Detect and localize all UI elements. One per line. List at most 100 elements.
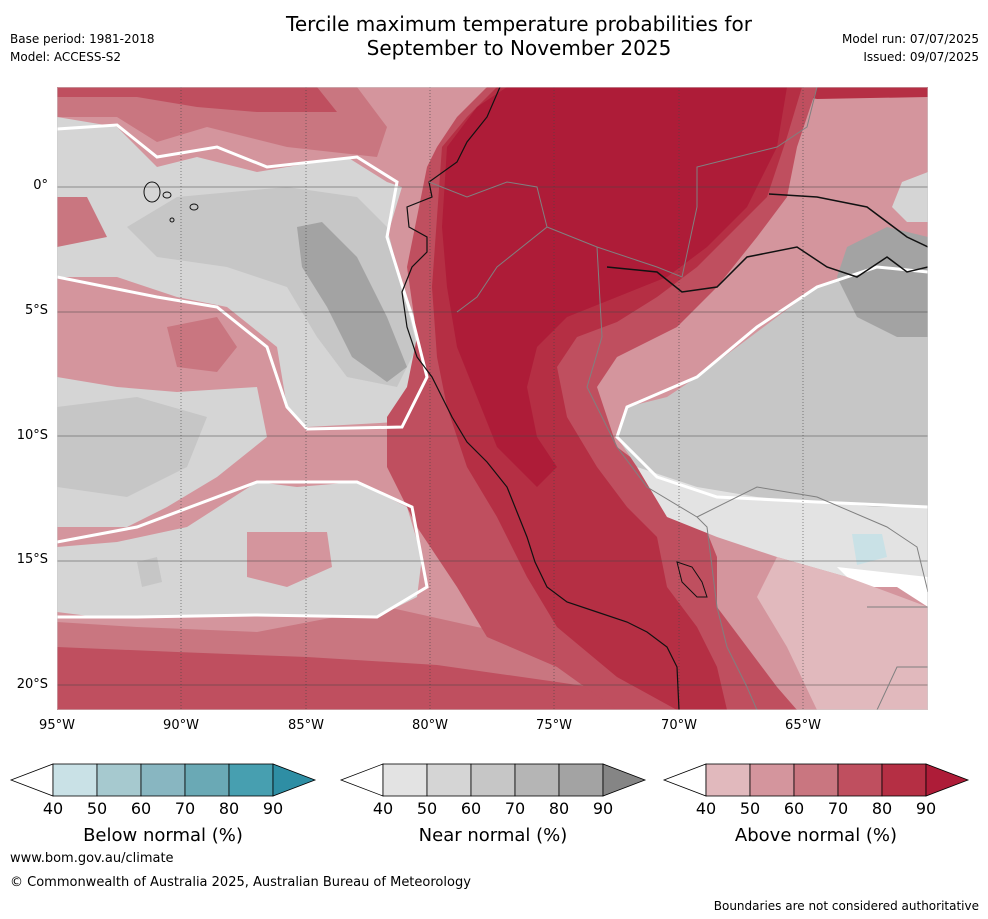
southeast-pale-pink xyxy=(757,557,928,710)
colorbar-near: 40 50 60 70 80 90 Near normal (%) xyxy=(338,762,648,852)
above-swatch-5 xyxy=(881,763,927,797)
island-isabela xyxy=(143,181,161,203)
below-normal-patch xyxy=(852,534,887,565)
boundary-east xyxy=(615,265,929,509)
lon-label-65w: 65°W xyxy=(785,718,821,733)
issued-date: Issued: 09/07/2025 xyxy=(863,50,979,64)
probability-map xyxy=(56,86,929,711)
near-swatch-1 xyxy=(382,763,428,797)
lon-label-75w: 75°W xyxy=(536,718,572,733)
above-swatch-4 xyxy=(837,763,883,797)
colorbar-below-tick-80: 80 xyxy=(218,799,240,818)
lon-label-90w: 90°W xyxy=(163,718,199,733)
colorbar-below-svg xyxy=(9,763,317,797)
above-swatch-1 xyxy=(705,763,751,797)
galapagos-islands xyxy=(143,181,199,223)
colorbar-above-tick-90: 90 xyxy=(915,799,937,818)
model-run: Model run: 07/07/2025 xyxy=(841,32,979,46)
near-normal-east-80 xyxy=(837,227,928,337)
colorbar-near-tick-40: 40 xyxy=(372,799,394,818)
northwest-band-70 xyxy=(57,87,337,112)
base-period: Base period: 1981-2018 xyxy=(10,32,155,46)
lon-label-70w: 70°W xyxy=(661,718,697,733)
colorbar-above: 40 50 60 70 80 90 Above normal (%) xyxy=(661,762,971,852)
country-borders xyxy=(428,86,929,711)
colorbar-above-label: Above normal (%) xyxy=(734,825,898,846)
island-san-cristobal xyxy=(189,203,199,211)
website-link[interactable]: www.bom.gov.au/climate xyxy=(10,851,174,866)
red-patch-west xyxy=(167,317,237,372)
near-normal-east-60 xyxy=(617,267,928,537)
amazon-river xyxy=(606,193,929,293)
pink-patch-south xyxy=(247,532,332,587)
colorbar-above-svg xyxy=(662,763,970,797)
below-swatch-2 xyxy=(96,763,142,797)
below-swatch-4 xyxy=(184,763,230,797)
colorbar-near-tick-50: 50 xyxy=(416,799,438,818)
colorbar-above-tick-40: 40 xyxy=(695,799,717,818)
above-extend-low xyxy=(662,763,707,797)
below-swatch-5 xyxy=(228,763,274,797)
above-extend-high xyxy=(925,763,970,797)
lon-label-85w: 85°W xyxy=(288,718,324,733)
colorbar-below-tick-50: 50 xyxy=(86,799,108,818)
above-swatch-3 xyxy=(793,763,839,797)
lon-label-95w: 95°W xyxy=(39,718,75,733)
colorbar-above-tick-60: 60 xyxy=(783,799,805,818)
colorbar-above-tick-70: 70 xyxy=(827,799,849,818)
colorbar-above-tick-50: 50 xyxy=(739,799,761,818)
near-extend-low xyxy=(339,763,384,797)
lat-label-20s: 20°S xyxy=(16,677,48,692)
lake-titicaca xyxy=(676,561,708,598)
colorbar-near-tick-70: 70 xyxy=(504,799,526,818)
lat-label-15s: 15°S xyxy=(16,552,48,567)
colorbar-below-tick-70: 70 xyxy=(174,799,196,818)
boundary-west xyxy=(56,123,429,431)
top-band xyxy=(57,87,928,99)
title-line-2: September to November 2025 xyxy=(366,36,672,60)
near-swatch-4 xyxy=(514,763,560,797)
below-swatch-1 xyxy=(52,763,98,797)
boundary-south xyxy=(56,480,429,619)
island-santa-cruz xyxy=(162,191,172,199)
grey-patch-south xyxy=(137,557,162,587)
white-patch-east xyxy=(837,567,928,607)
near-swatch-3 xyxy=(470,763,516,797)
map-svg xyxy=(56,86,929,711)
colorbar-near-tick-90: 90 xyxy=(592,799,614,818)
below-swatch-3 xyxy=(140,763,186,797)
colorbar-near-label: Near normal (%) xyxy=(418,825,568,846)
coastline xyxy=(401,86,680,711)
colorbar-near-svg xyxy=(339,763,647,797)
lat-label-10s: 10°S xyxy=(16,428,48,443)
red-patch-northwest xyxy=(57,197,107,247)
colorbar-below-tick-40: 40 xyxy=(42,799,64,818)
chart-title: Tercile maximum temperature probabilitie… xyxy=(0,12,988,60)
colorbar-below-tick-60: 60 xyxy=(130,799,152,818)
below-extend-high xyxy=(272,763,317,797)
title-line-1: Tercile maximum temperature probabilitie… xyxy=(286,12,752,36)
colorbar-below-label: Below normal (%) xyxy=(83,825,243,846)
above-swatch-2 xyxy=(749,763,795,797)
near-normal-west-80 xyxy=(297,222,407,382)
disclaimer: Boundaries are not considered authoritat… xyxy=(713,899,979,913)
lat-label-5s: 5°S xyxy=(24,303,48,318)
lat-label-0: 0° xyxy=(33,178,48,193)
below-extend-low xyxy=(9,763,54,797)
colorbar-below: 40 50 60 70 80 90 Below normal (%) xyxy=(8,762,318,852)
south-band-70 xyxy=(57,647,707,710)
meta-right: Model run: 07/07/2025 Issued: 09/07/2025 xyxy=(842,30,979,66)
colorbar-below-tick-90: 90 xyxy=(262,799,284,818)
colorbar-above-tick-80: 80 xyxy=(871,799,893,818)
near-swatch-2 xyxy=(426,763,472,797)
model-name: Model: ACCESS-S2 xyxy=(10,50,122,64)
near-normal-northeast xyxy=(892,172,928,222)
lon-label-80w: 80°W xyxy=(412,718,448,733)
island-floreana xyxy=(169,217,175,223)
near-normal-east-40 xyxy=(637,467,928,587)
meta-left: Base period: 1981-2018 Model: ACCESS-S2 xyxy=(10,30,155,66)
near-extend-high xyxy=(602,763,647,797)
copyright: © Commonwealth of Australia 2025, Austra… xyxy=(10,875,471,890)
near-swatch-5 xyxy=(558,763,604,797)
map-frame xyxy=(57,87,928,710)
